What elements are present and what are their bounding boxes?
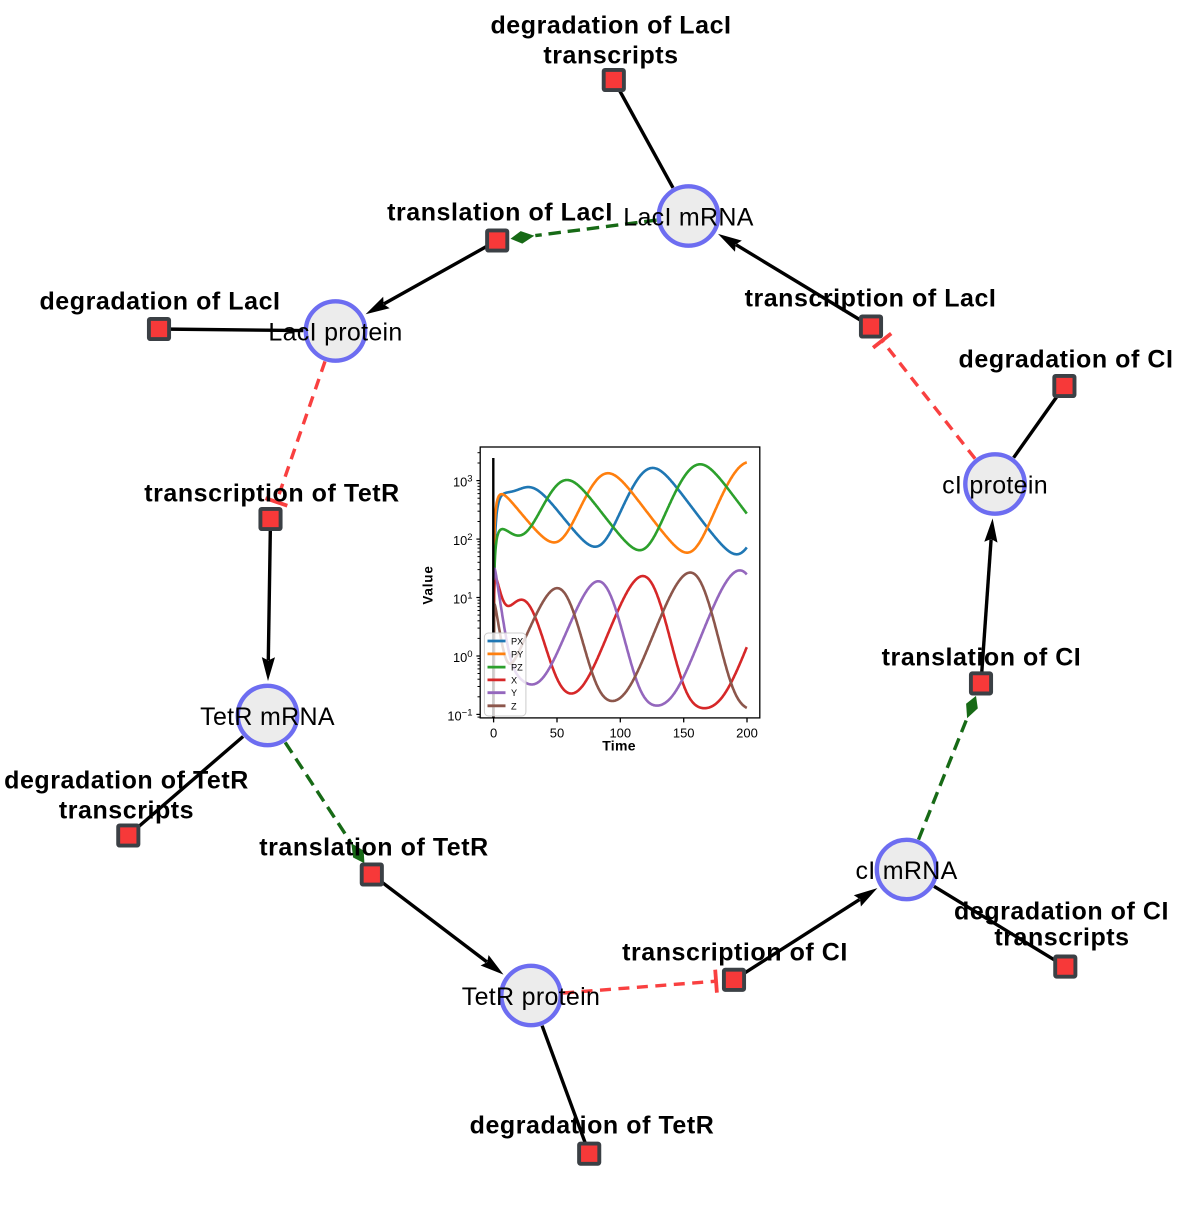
svg-text:translation of LacI: translation of LacI [387,199,613,227]
svg-text:transcription of TetR: transcription of TetR [144,480,400,508]
svg-text:PZ: PZ [511,663,523,673]
svg-text:transcription of CI: transcription of CI [622,939,848,967]
svg-text:Y: Y [511,688,517,698]
svg-text:PX: PX [511,637,523,647]
svg-text:cI mRNA: cI mRNA [855,857,957,885]
svg-text:degradation of CI: degradation of CI [959,346,1174,374]
svg-text:100: 100 [609,725,631,740]
svg-text:TetR mRNA: TetR mRNA [200,703,335,731]
svg-text:degradation of LacI: degradation of LacI [490,12,731,40]
svg-text:degradation of TetR: degradation of TetR [4,767,249,795]
svg-text:cI protein: cI protein [942,472,1048,500]
svg-text:X: X [511,675,517,685]
svg-text:Z: Z [511,701,517,711]
svg-text:degradation of CI: degradation of CI [954,898,1169,926]
svg-text:transcripts: transcripts [543,42,678,70]
svg-text:50: 50 [550,725,564,740]
svg-text:150: 150 [673,725,695,740]
svg-text:degradation of TetR: degradation of TetR [470,1112,715,1140]
svg-text:LacI mRNA: LacI mRNA [623,204,754,232]
svg-text:degradation of LacI: degradation of LacI [39,288,280,316]
svg-text:translation of TetR: translation of TetR [259,834,488,862]
svg-text:LacI protein: LacI protein [268,319,402,347]
svg-text:Time: Time [602,738,636,754]
svg-text:transcripts: transcripts [994,924,1129,952]
svg-text:200: 200 [736,725,758,740]
svg-text:Value: Value [421,565,436,604]
svg-text:TetR protein: TetR protein [462,983,600,1011]
svg-text:PY: PY [511,649,523,659]
svg-text:0: 0 [490,725,497,740]
svg-text:transcripts: transcripts [59,797,194,825]
svg-text:transcription of LacI: transcription of LacI [745,285,997,313]
svg-text:translation of CI: translation of CI [882,644,1082,672]
